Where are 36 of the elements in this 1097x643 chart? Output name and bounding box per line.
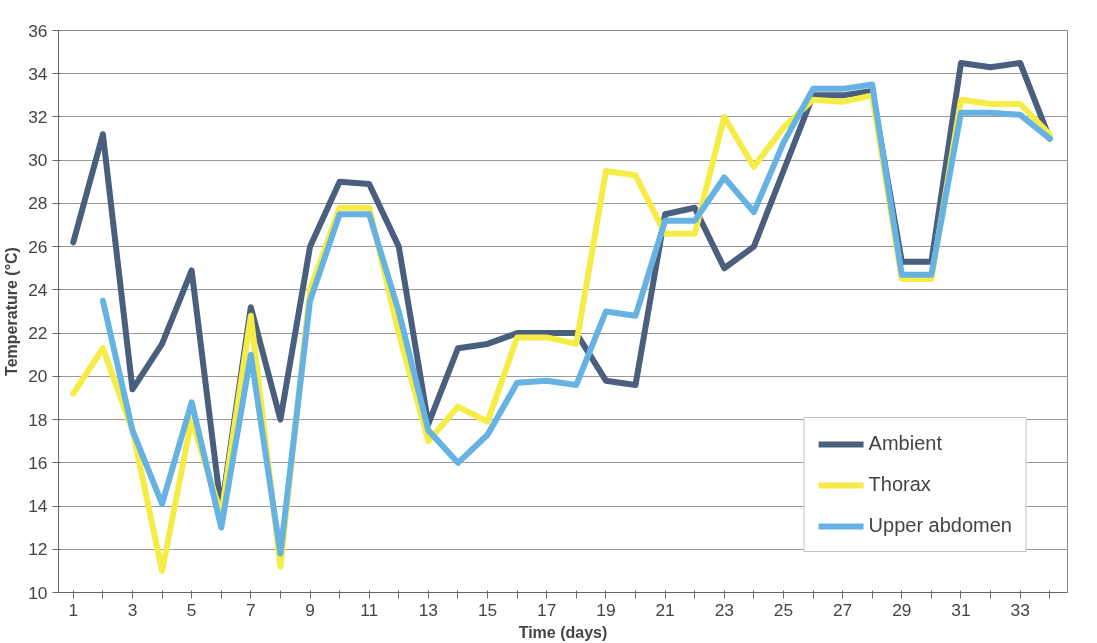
x-tick-label: 27 <box>832 599 853 620</box>
y-tick-label: 18 <box>28 409 48 430</box>
x-tick-label: 23 <box>714 599 734 620</box>
legend-label: Thorax <box>868 473 931 496</box>
y-tick-label: 26 <box>28 236 48 257</box>
y-tick-label: 32 <box>28 106 48 127</box>
y-tick-label: 12 <box>28 539 48 560</box>
x-tick-label: 31 <box>951 599 971 620</box>
x-tick-label: 7 <box>246 599 256 620</box>
x-tick-label: 15 <box>477 599 498 620</box>
x-tick-label: 25 <box>773 599 794 620</box>
x-tick-label: 9 <box>305 599 315 620</box>
x-tick-label: 21 <box>655 599 675 620</box>
y-tick-label: 16 <box>28 452 48 473</box>
y-tick-label: 24 <box>28 279 48 300</box>
x-axis-title: Time (days) <box>518 623 608 641</box>
x-tick-label: 3 <box>127 599 138 620</box>
x-tick-label: 1 <box>68 599 79 620</box>
x-tick-label: 17 <box>537 599 557 620</box>
x-tick-label: 33 <box>1010 599 1030 620</box>
x-tick-label: 11 <box>360 599 379 620</box>
legend-label: Ambient <box>868 432 942 455</box>
y-tick-label: 34 <box>28 63 48 84</box>
y-tick-label: 22 <box>28 323 48 344</box>
x-tick-label: 29 <box>892 599 912 620</box>
x-tick-label: 13 <box>418 599 439 620</box>
y-tick-label: 10 <box>28 582 48 603</box>
y-tick-label: 14 <box>28 496 48 517</box>
y-tick-label: 30 <box>28 150 48 171</box>
y-tick-label: 28 <box>28 193 48 214</box>
x-tick-label: 5 <box>186 599 197 620</box>
y-axis-title: Temperature (°C) <box>3 247 21 376</box>
x-tick-label: 19 <box>596 599 616 620</box>
y-tick-label: 20 <box>28 366 48 387</box>
legend-label: Upper abdomen <box>868 514 1012 537</box>
y-tick-label: 36 <box>28 20 48 41</box>
